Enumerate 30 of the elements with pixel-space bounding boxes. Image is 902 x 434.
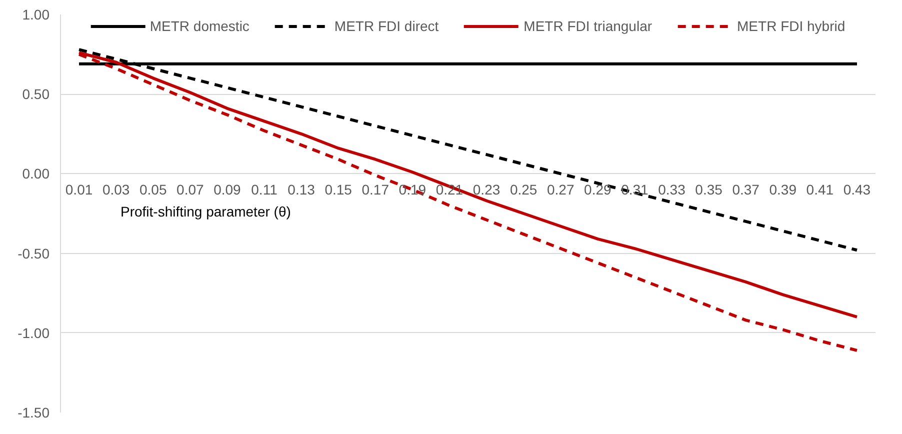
x-tick-label: 0.09 — [214, 182, 242, 198]
y-tick-label: -1.50 — [18, 404, 50, 420]
x-tick-label: 0.11 — [251, 182, 278, 198]
legend-label: METR FDI hybrid — [737, 18, 846, 34]
x-tick-label: 0.39 — [769, 182, 797, 198]
x-tick-label: 0.15 — [324, 182, 352, 198]
x-tick-label: 0.41 — [806, 182, 834, 198]
x-tick-label: 0.29 — [584, 182, 612, 198]
x-tick-label: 0.07 — [176, 182, 204, 198]
x-tick-label: 0.05 — [139, 182, 167, 198]
x-axis-title: Profit-shifting parameter (θ) — [120, 204, 291, 220]
y-tick-label: 0.50 — [22, 86, 50, 102]
x-tick-label: 0.43 — [843, 182, 871, 198]
x-tick-label: 0.13 — [288, 182, 316, 198]
x-tick-label: 0.33 — [658, 182, 686, 198]
legend-label: METR domestic — [150, 18, 250, 34]
x-tick-label: 0.27 — [546, 182, 574, 198]
legend-label: METR FDI direct — [334, 18, 439, 34]
x-tick-label: 0.23 — [472, 182, 500, 198]
legend-label: METR FDI triangular — [524, 18, 652, 34]
x-tick-label: 0.25 — [510, 182, 538, 198]
x-tick-label: 0.35 — [695, 182, 723, 198]
x-tick-label: 0.01 — [65, 182, 93, 198]
y-tick-label: 0.00 — [22, 166, 50, 182]
x-tick-label: 0.03 — [102, 182, 130, 198]
x-tick-label: 0.37 — [732, 182, 760, 198]
y-tick-label: -1.00 — [18, 324, 50, 341]
x-tick-label: 0.17 — [362, 182, 390, 198]
y-tick-label: 1.00 — [22, 6, 50, 22]
y-tick-label: -0.50 — [18, 245, 50, 262]
